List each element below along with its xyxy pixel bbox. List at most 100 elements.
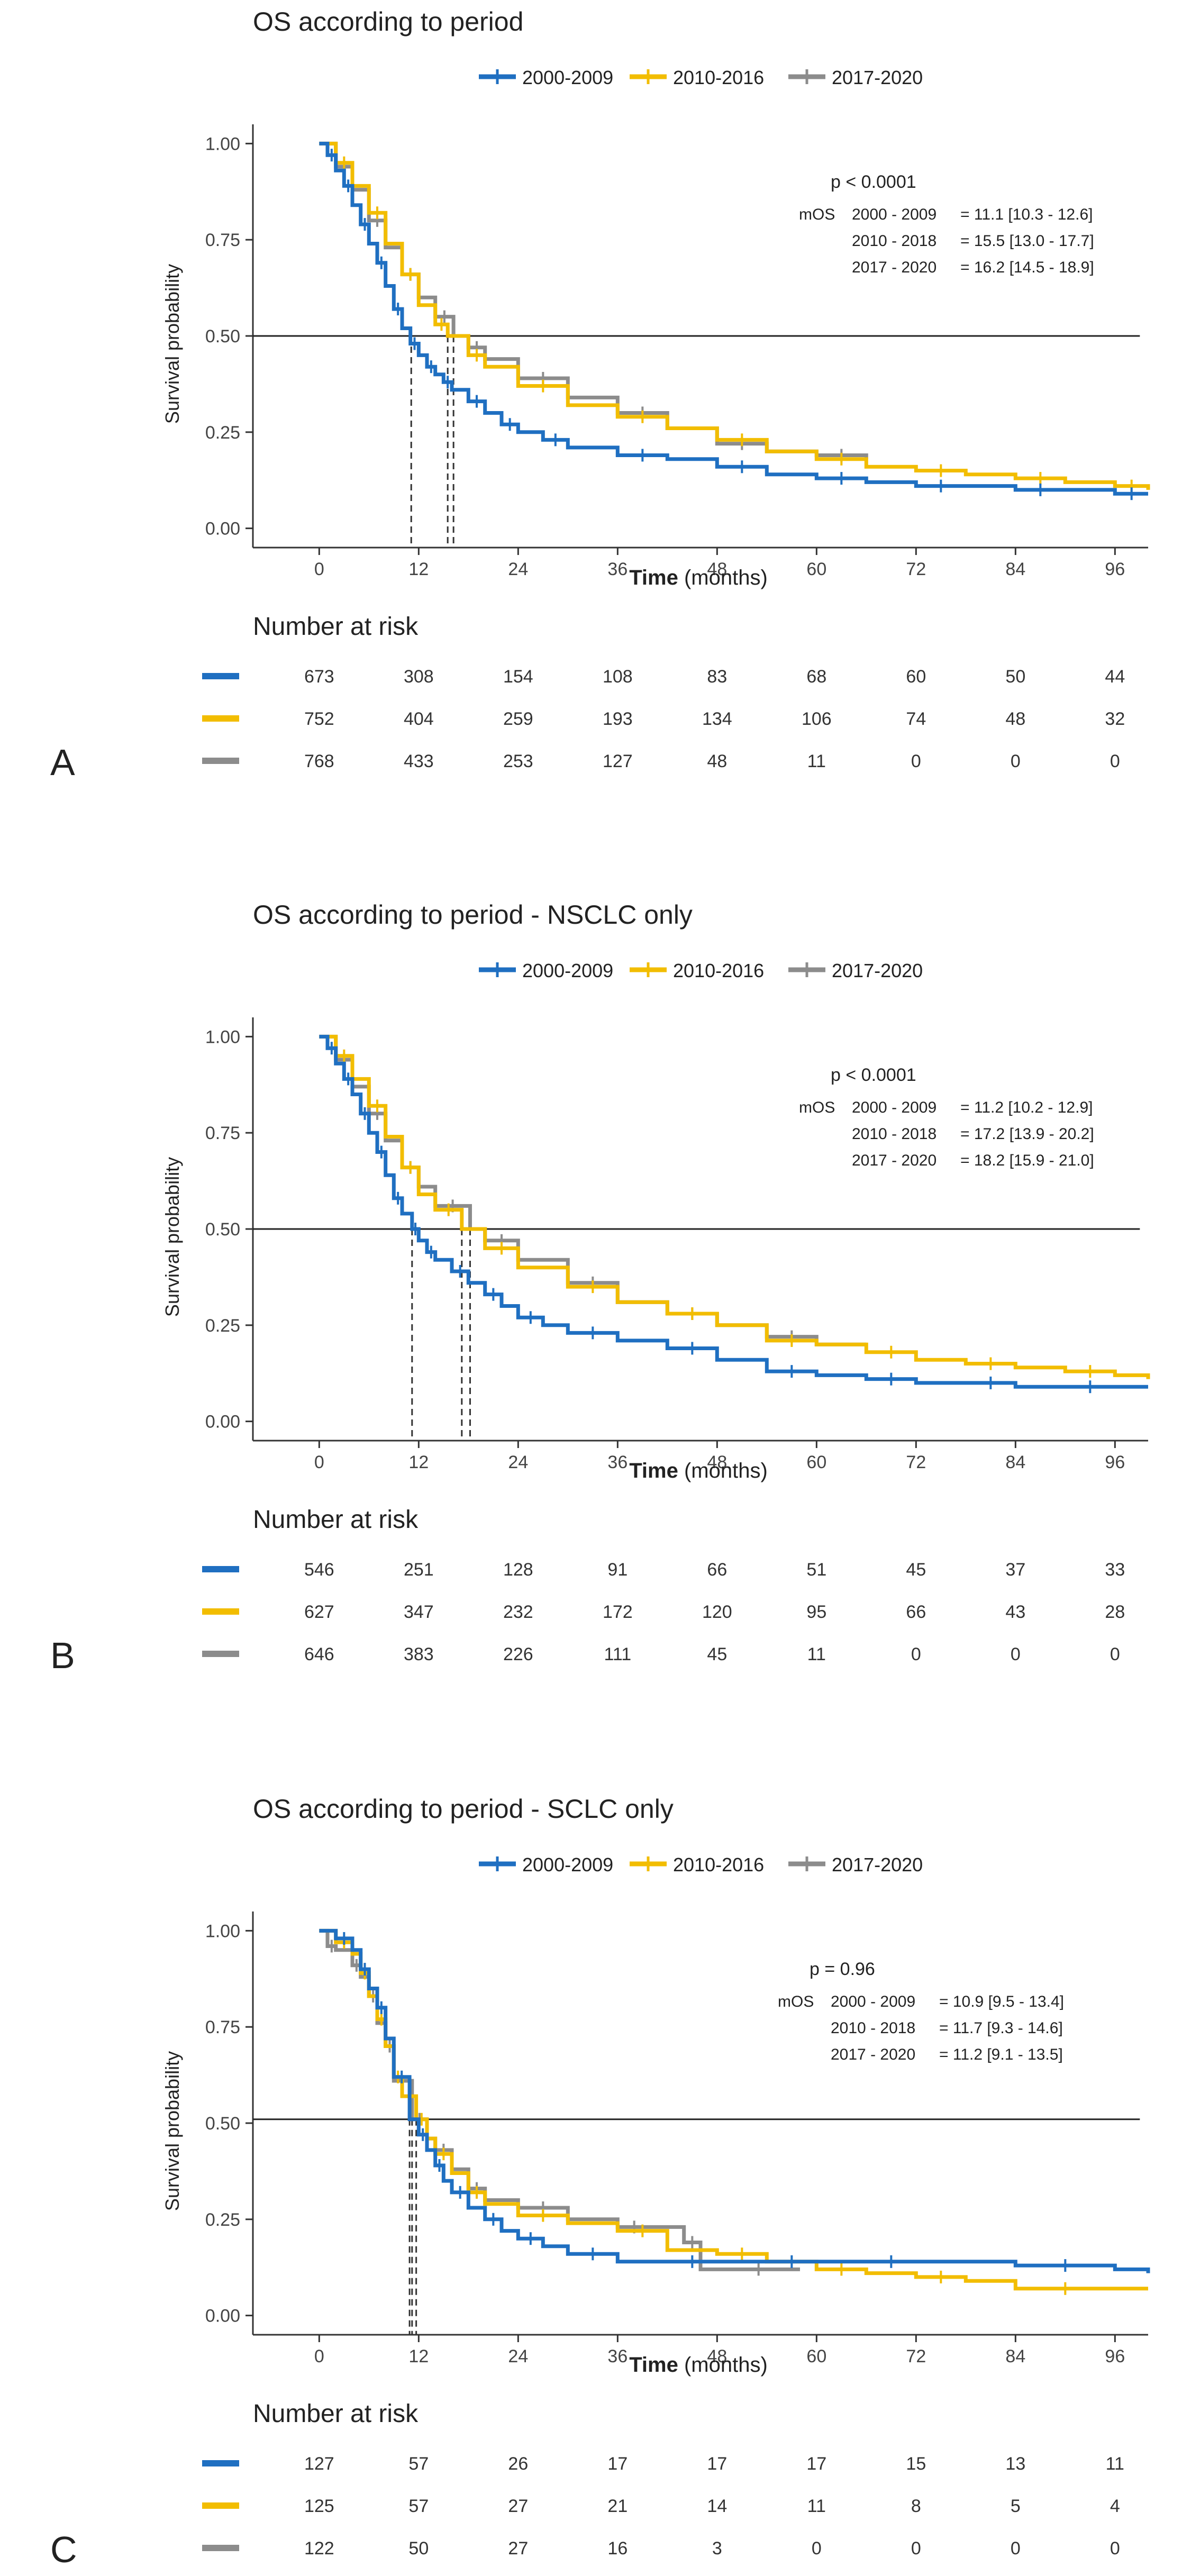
mos-value: = 11.2 [9.1 - 13.5]: [939, 2046, 1063, 2063]
risk-cell: 673: [304, 667, 334, 687]
p-value: p = 0.96: [810, 1959, 875, 1979]
x-tick-label: 36: [607, 2346, 628, 2366]
risk-cell: 0: [1110, 1644, 1120, 1664]
x-tick-label: 72: [906, 559, 926, 579]
risk-cell: 226: [503, 1644, 533, 1664]
panel-c: OS according to period - SCLC only 2000-2…: [50, 1794, 1150, 2570]
risk-cell: 122: [304, 2538, 334, 2559]
risk-cell: 50: [408, 2538, 429, 2559]
survival-curve: [319, 1928, 1150, 2273]
x-tick-label: 12: [408, 2346, 429, 2366]
panel-a: OS according to period 2000-2009 2010-2016…: [50, 7, 1150, 783]
panel-letter: C: [50, 2529, 77, 2570]
x-tick-label: 96: [1105, 2346, 1125, 2366]
mos-period: 2010 - 2018: [831, 2019, 915, 2037]
legend-label: 2010-2016: [673, 67, 764, 88]
mos-value: = 11.2 [10.2 - 12.9]: [960, 1099, 1093, 1116]
risk-cell: 253: [503, 751, 533, 771]
legend-label: 2000-2009: [522, 67, 613, 88]
risk-cell: 0: [1011, 1644, 1021, 1664]
risk-cell: 308: [404, 667, 434, 687]
risk-cell: 251: [404, 1560, 434, 1580]
risk-cell: 546: [304, 1560, 334, 1580]
mos-period: 2017 - 2020: [831, 2046, 915, 2063]
mos-period: 2000 - 2009: [831, 1993, 915, 2010]
risk-cell: 66: [707, 1560, 727, 1580]
legend-label: 2017-2020: [832, 67, 923, 88]
mos-label: mOS: [778, 1993, 814, 2010]
legend: 2000-2009 2010-2016 2017-2020: [479, 67, 923, 88]
risk-cell: 11: [1106, 2454, 1124, 2474]
legend-label: 2000-2009: [522, 960, 613, 981]
y-tick-label: 0.00: [205, 1412, 240, 1432]
risk-cell: 17: [707, 2454, 727, 2474]
y-tick-label: 0.50: [205, 1219, 240, 1240]
survival-curve: [319, 1034, 1150, 1379]
risk-cell: 127: [603, 751, 633, 771]
p-value: p < 0.0001: [831, 172, 916, 192]
risk-cell: 0: [911, 2538, 921, 2559]
legend-label: 2010-2016: [673, 1854, 764, 1876]
y-tick-label: 0.25: [205, 423, 240, 443]
x-tick-label: 96: [1105, 559, 1125, 579]
y-tick-label: 0.75: [205, 230, 240, 250]
y-tick-label: 0.50: [205, 326, 240, 347]
x-tick-label: 72: [906, 1452, 926, 1472]
x-tick-label: 96: [1105, 1452, 1125, 1472]
survival-curve: [319, 1034, 1148, 1389]
mos-value: = 11.1 [10.3 - 12.6]: [960, 206, 1093, 223]
x-tick-label: 36: [607, 559, 628, 579]
risk-cell: 33: [1105, 1560, 1125, 1580]
mos-value: = 15.5 [13.0 - 17.7]: [960, 232, 1094, 250]
risk-cell: 37: [1005, 1560, 1025, 1580]
risk-cell: 17: [607, 2454, 628, 2474]
risk-cell: 106: [802, 709, 832, 729]
y-axis-label: Survival probability: [161, 1157, 183, 1317]
mos-value: = 10.9 [9.5 - 13.4]: [939, 1993, 1064, 2010]
risk-cell: 50: [1005, 667, 1025, 687]
risk-cell: 0: [812, 2538, 822, 2559]
mos-period: 2000 - 2009: [852, 1099, 936, 1116]
x-axis-label: Time (months): [629, 2353, 768, 2377]
x-axis-label: Time (months): [629, 1459, 768, 1482]
chart-title: OS according to period: [253, 7, 523, 37]
risk-cell: 646: [304, 1644, 334, 1664]
survival-curve: [319, 141, 1148, 496]
y-tick-label: 1.00: [205, 1921, 240, 1941]
mos-value: = 16.2 [14.5 - 18.9]: [960, 259, 1094, 276]
y-tick-label: 0.25: [205, 1316, 240, 1336]
survival-curve: [319, 1928, 1148, 2291]
p-value: p < 0.0001: [831, 1065, 916, 1085]
risk-cell: 45: [707, 1644, 727, 1664]
x-axis-label: Time (months): [629, 566, 768, 589]
risk-cell: 48: [707, 751, 727, 771]
risk-cell: 259: [503, 709, 533, 729]
risk-cell: 108: [603, 667, 633, 687]
risk-cell: 27: [508, 2496, 528, 2516]
risk-cell: 5: [1011, 2496, 1021, 2516]
mos-period: 2010 - 2018: [852, 1125, 936, 1143]
chart-title: OS according to period - SCLC only: [253, 1794, 674, 1824]
risk-cell: 4: [1110, 2496, 1120, 2516]
risk-cell: 45: [906, 1560, 926, 1580]
x-tick-label: 84: [1005, 559, 1025, 579]
mos-label: mOS: [799, 1099, 835, 1116]
x-tick-label: 48: [707, 2346, 727, 2366]
risk-cell: 193: [603, 709, 633, 729]
y-tick-label: 1.00: [205, 134, 240, 154]
x-tick-label: 48: [707, 1452, 727, 1472]
risk-cell: 95: [806, 1602, 826, 1622]
chart-title: OS according to period - NSCLC only: [253, 900, 693, 930]
risk-cell: 15: [906, 2454, 926, 2474]
risk-cell: 125: [304, 2496, 334, 2516]
risk-cell: 27: [508, 2538, 528, 2559]
risk-cell: 752: [304, 709, 334, 729]
mos-period: 2017 - 2020: [852, 1152, 936, 1169]
legend-label: 2010-2016: [673, 960, 764, 981]
risk-cell: 232: [503, 1602, 533, 1622]
x-tick-label: 24: [508, 559, 528, 579]
legend-label: 2017-2020: [832, 960, 923, 981]
x-tick-label: 12: [408, 1452, 429, 1472]
risk-cell: 8: [911, 2496, 921, 2516]
